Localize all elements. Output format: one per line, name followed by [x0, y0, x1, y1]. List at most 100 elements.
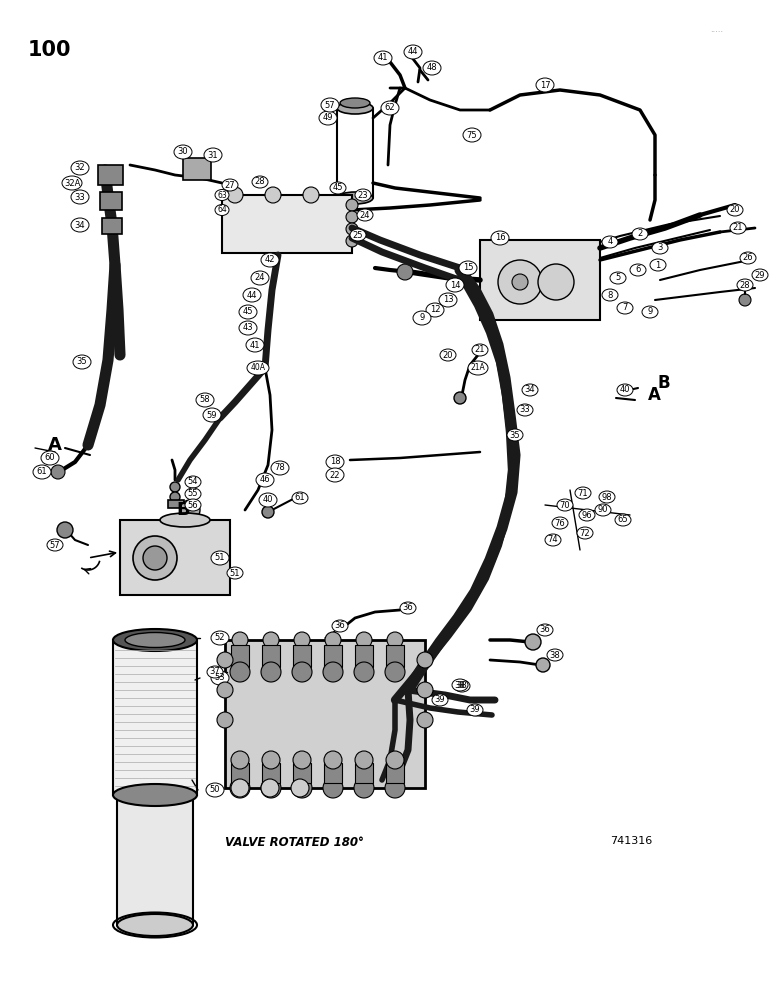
Text: 38: 38 [455, 680, 466, 690]
Text: 27: 27 [225, 180, 235, 190]
Circle shape [498, 260, 542, 304]
Text: 1: 1 [655, 260, 661, 269]
Circle shape [512, 274, 528, 290]
Ellipse shape [545, 534, 561, 546]
Ellipse shape [207, 666, 223, 678]
Ellipse shape [340, 98, 370, 108]
Circle shape [217, 712, 233, 728]
Ellipse shape [642, 306, 658, 318]
Text: 15: 15 [462, 263, 473, 272]
Ellipse shape [547, 649, 563, 661]
Text: 21A: 21A [471, 363, 486, 372]
Ellipse shape [599, 491, 615, 503]
Ellipse shape [332, 620, 348, 632]
Ellipse shape [615, 514, 631, 526]
Ellipse shape [652, 242, 668, 254]
Bar [262, 763, 280, 783]
Ellipse shape [222, 179, 238, 191]
Text: 36: 36 [540, 626, 550, 635]
Text: 61: 61 [37, 468, 47, 477]
Text: 28: 28 [255, 178, 266, 186]
Text: A: A [48, 436, 62, 454]
Ellipse shape [251, 271, 269, 285]
Text: 74: 74 [547, 536, 558, 544]
Ellipse shape [247, 361, 269, 375]
Ellipse shape [321, 98, 339, 112]
Circle shape [346, 199, 358, 211]
Ellipse shape [196, 393, 214, 407]
Ellipse shape [472, 344, 488, 356]
Circle shape [217, 682, 233, 698]
Ellipse shape [113, 629, 197, 651]
Circle shape [324, 751, 342, 769]
Circle shape [323, 778, 343, 798]
Text: 33: 33 [75, 192, 86, 202]
Ellipse shape [256, 473, 274, 487]
Bar [113, 640, 197, 795]
Circle shape [170, 482, 180, 492]
Text: 50: 50 [210, 786, 220, 794]
Ellipse shape [239, 305, 257, 319]
Text: 61: 61 [295, 493, 305, 502]
Ellipse shape [381, 101, 399, 115]
Bar [293, 763, 311, 783]
Circle shape [417, 712, 433, 728]
Ellipse shape [577, 527, 593, 539]
Ellipse shape [522, 384, 538, 396]
Bar [324, 645, 342, 667]
Ellipse shape [117, 914, 193, 936]
Text: 9: 9 [419, 314, 425, 322]
Text: 36: 36 [403, 603, 413, 612]
Text: 41: 41 [250, 340, 260, 350]
Ellipse shape [355, 189, 371, 201]
Circle shape [292, 662, 312, 682]
Text: 24: 24 [360, 211, 371, 220]
Text: 39: 39 [469, 706, 480, 714]
Text: 44: 44 [408, 47, 418, 56]
Ellipse shape [413, 311, 431, 325]
Ellipse shape [71, 190, 89, 204]
Circle shape [387, 632, 403, 648]
Text: 7: 7 [622, 304, 628, 312]
Ellipse shape [41, 451, 59, 465]
Text: 35: 35 [76, 358, 87, 366]
Ellipse shape [185, 499, 201, 511]
Circle shape [180, 500, 200, 520]
Circle shape [525, 634, 541, 650]
Text: 57: 57 [49, 540, 60, 550]
Text: 54: 54 [188, 478, 198, 487]
Circle shape [231, 751, 249, 769]
Ellipse shape [113, 784, 197, 806]
Ellipse shape [610, 272, 626, 284]
Bar [225, 640, 425, 788]
Circle shape [346, 211, 358, 223]
Text: 44: 44 [247, 290, 257, 300]
Circle shape [454, 392, 466, 404]
Ellipse shape [575, 487, 591, 499]
Ellipse shape [727, 204, 743, 216]
Circle shape [356, 632, 372, 648]
Bar [262, 645, 280, 667]
Text: 38: 38 [456, 682, 467, 690]
Ellipse shape [206, 783, 224, 797]
Circle shape [261, 778, 281, 798]
Ellipse shape [71, 218, 89, 232]
Circle shape [133, 536, 177, 580]
Ellipse shape [227, 567, 243, 579]
Text: 6: 6 [635, 265, 641, 274]
Bar [102, 218, 122, 234]
Text: 41: 41 [378, 53, 388, 62]
Ellipse shape [423, 61, 441, 75]
Text: 62: 62 [384, 104, 395, 112]
Text: 21: 21 [475, 346, 486, 355]
Text: 57: 57 [325, 101, 335, 109]
Circle shape [739, 294, 751, 306]
Text: 17: 17 [540, 81, 550, 90]
Ellipse shape [432, 694, 448, 706]
Ellipse shape [446, 278, 464, 292]
Text: 56: 56 [188, 500, 198, 510]
Ellipse shape [454, 680, 470, 692]
Text: 26: 26 [743, 253, 753, 262]
Text: A: A [648, 386, 661, 404]
Text: 37: 37 [210, 668, 220, 676]
